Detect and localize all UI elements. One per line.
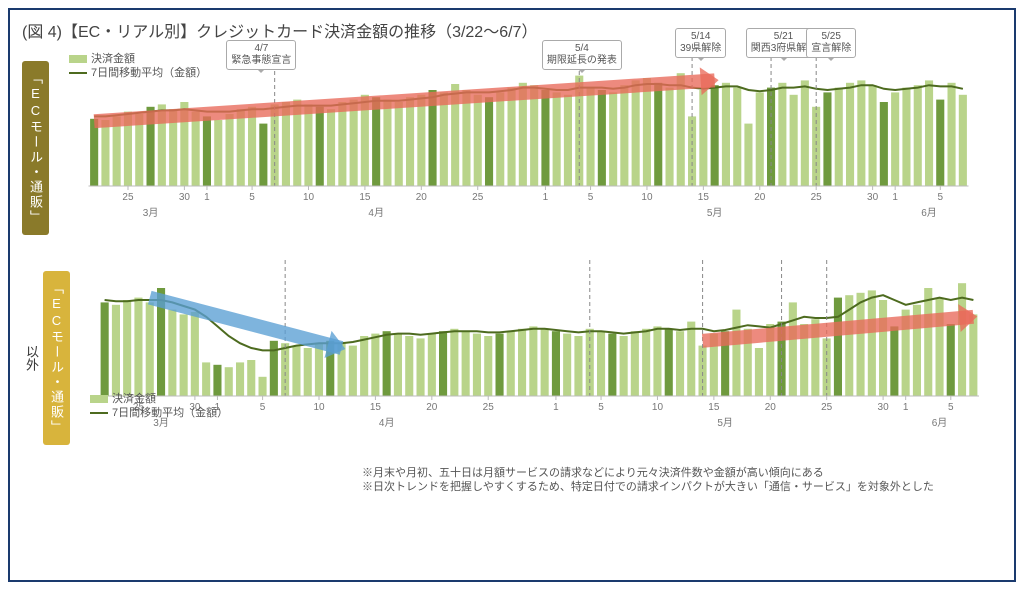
panel1-side: 「ECモール・通販」 bbox=[22, 46, 49, 250]
panel1-badge: 「ECモール・通販」 bbox=[22, 61, 49, 235]
svg-text:30: 30 bbox=[878, 402, 890, 413]
svg-text:10: 10 bbox=[313, 402, 325, 413]
svg-text:25: 25 bbox=[811, 192, 823, 203]
svg-text:1: 1 bbox=[903, 402, 909, 413]
panel-non-ec: 以外 「ECモール・通販」 決済金額 7日間移動平均（金額） 253015101… bbox=[22, 256, 1002, 460]
figure-frame: (図 4)【EC・リアル別】クレジットカード決済金額の推移（3/22～6/7） … bbox=[8, 8, 1016, 582]
svg-text:15: 15 bbox=[708, 402, 720, 413]
svg-text:5月: 5月 bbox=[717, 417, 733, 429]
svg-text:4月: 4月 bbox=[368, 207, 384, 219]
svg-text:3月: 3月 bbox=[143, 207, 159, 219]
panel1-legend: 決済金額 7日間移動平均（金額） bbox=[69, 52, 207, 80]
svg-text:20: 20 bbox=[416, 192, 428, 203]
svg-text:1: 1 bbox=[892, 192, 898, 203]
panel2-extra-label: 以外 bbox=[22, 345, 41, 371]
event-callout: 4/7緊急事態宣言 bbox=[226, 40, 296, 70]
svg-text:6月: 6月 bbox=[932, 417, 948, 429]
event-callout: 5/4期限延長の発表 bbox=[542, 40, 622, 70]
svg-text:5: 5 bbox=[938, 192, 944, 203]
panel2-side: 以外 「ECモール・通販」 bbox=[22, 256, 70, 460]
svg-text:20: 20 bbox=[754, 192, 766, 203]
svg-text:30: 30 bbox=[867, 192, 879, 203]
svg-text:1: 1 bbox=[204, 192, 210, 203]
svg-text:25: 25 bbox=[483, 402, 495, 413]
legend-line-swatch bbox=[90, 412, 108, 414]
panel-ec-mall: 「ECモール・通販」 決済金額 7日間移動平均（金額） 4/7緊急事態宣言5/4… bbox=[22, 46, 1002, 250]
svg-text:1: 1 bbox=[543, 192, 549, 203]
panel2-svg: 25301510152025151015202530153月4月5月6月 bbox=[76, 256, 1002, 460]
legend-line-label: 7日間移動平均（金額） bbox=[91, 66, 207, 80]
svg-text:6月: 6月 bbox=[921, 207, 937, 219]
svg-text:20: 20 bbox=[765, 402, 777, 413]
legend-line-swatch bbox=[69, 72, 87, 74]
footnote-1: ※月末や月初、五十日は月額サービスの請求などにより元々決済件数や金額が高い傾向に… bbox=[362, 466, 1002, 480]
svg-text:5: 5 bbox=[598, 402, 604, 413]
svg-text:5: 5 bbox=[588, 192, 594, 203]
event-callout: 5/25宣言解除 bbox=[806, 28, 856, 58]
svg-text:5: 5 bbox=[948, 402, 954, 413]
svg-text:20: 20 bbox=[426, 402, 438, 413]
legend-line-label: 7日間移動平均（金額） bbox=[112, 406, 228, 420]
svg-text:10: 10 bbox=[303, 192, 315, 203]
svg-text:10: 10 bbox=[641, 192, 653, 203]
svg-text:5月: 5月 bbox=[707, 207, 723, 219]
svg-text:30: 30 bbox=[179, 192, 191, 203]
svg-text:4月: 4月 bbox=[379, 417, 395, 429]
svg-text:15: 15 bbox=[698, 192, 710, 203]
legend-bar-label: 決済金額 bbox=[91, 52, 135, 66]
svg-text:25: 25 bbox=[122, 192, 134, 203]
panel2-legend: 決済金額 7日間移動平均（金額） bbox=[90, 392, 228, 420]
footnote-2: ※日次トレンドを把握しやすくするため、特定日付での請求インパクトが大きい「通信・… bbox=[362, 480, 1002, 494]
panel2-chart-wrap: 決済金額 7日間移動平均（金額） 25301510152025151015202… bbox=[76, 256, 1002, 460]
svg-text:15: 15 bbox=[359, 192, 371, 203]
svg-text:15: 15 bbox=[370, 402, 382, 413]
svg-text:25: 25 bbox=[472, 192, 484, 203]
legend-bar-swatch bbox=[69, 55, 87, 63]
legend-bar-swatch bbox=[90, 395, 108, 403]
svg-text:10: 10 bbox=[652, 402, 664, 413]
svg-text:5: 5 bbox=[249, 192, 255, 203]
legend-bar-label: 決済金額 bbox=[112, 392, 156, 406]
panel2-badge: 「ECモール・通販」 bbox=[43, 271, 70, 445]
svg-text:25: 25 bbox=[821, 402, 833, 413]
panel1-chart-wrap: 決済金額 7日間移動平均（金額） 4/7緊急事態宣言5/4期限延長の発表5/14… bbox=[55, 46, 1002, 250]
svg-text:1: 1 bbox=[553, 402, 559, 413]
event-callout: 5/1439県解除 bbox=[675, 28, 726, 58]
svg-text:5: 5 bbox=[260, 402, 266, 413]
footnotes: ※月末や月初、五十日は月額サービスの請求などにより元々決済件数や金額が高い傾向に… bbox=[362, 466, 1002, 494]
